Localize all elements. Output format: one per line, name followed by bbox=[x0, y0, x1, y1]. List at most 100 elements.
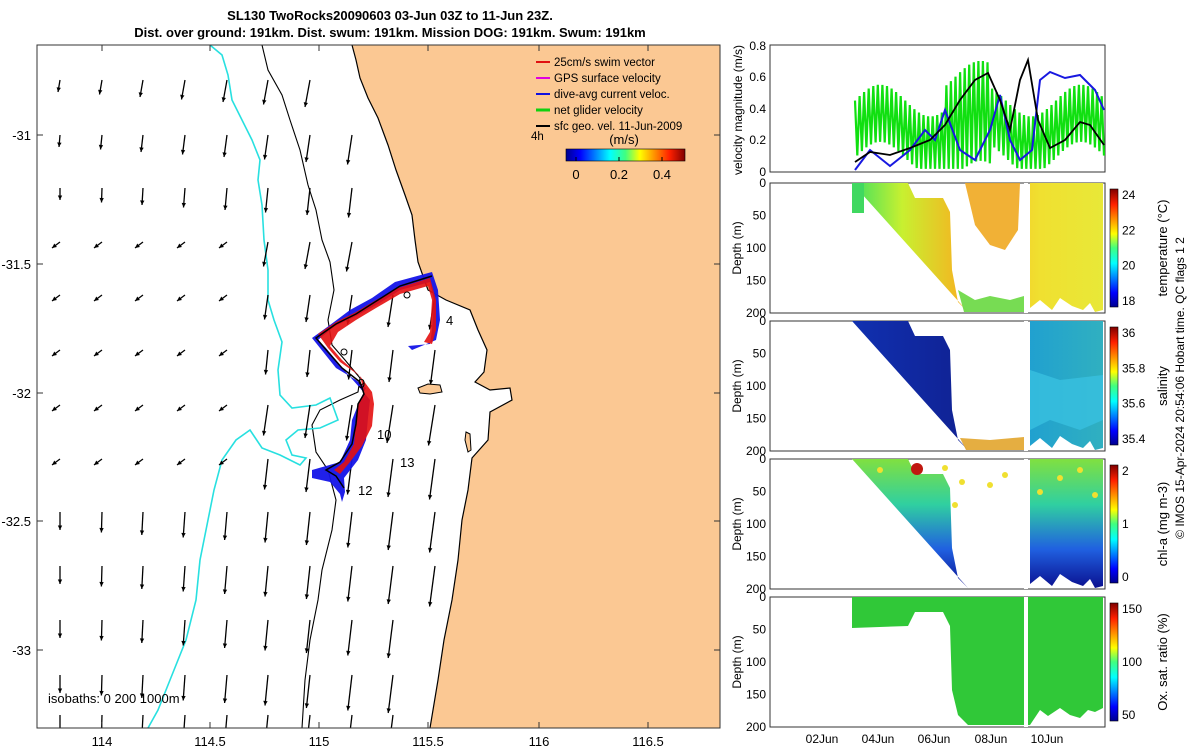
current-vector bbox=[222, 619, 228, 649]
depth-tick: 100 bbox=[746, 379, 766, 393]
current-vector bbox=[386, 674, 394, 714]
current-vector bbox=[218, 349, 228, 357]
current-vector bbox=[134, 458, 144, 466]
chla-spot bbox=[942, 465, 948, 471]
cbar-tick: 36 bbox=[1122, 326, 1136, 340]
cbar-tick: 18 bbox=[1122, 294, 1136, 308]
legend-net: net glider velocity bbox=[554, 105, 643, 117]
current-vector bbox=[346, 187, 353, 218]
temperature-colorbar bbox=[1109, 188, 1119, 308]
map-y-tick-labels: -31 -31.5 -32 -32.5 -33 bbox=[1, 128, 31, 658]
vel-y-tick: 0.8 bbox=[749, 39, 766, 53]
depth-tick: 150 bbox=[746, 274, 766, 288]
current-vector bbox=[93, 458, 103, 466]
current-vector bbox=[139, 565, 145, 590]
current-vector bbox=[263, 511, 269, 543]
map-y-tick: -33 bbox=[12, 643, 31, 658]
current-vector bbox=[386, 511, 394, 551]
glider-track bbox=[312, 272, 440, 502]
chla-hotspot bbox=[911, 463, 923, 475]
current-vector bbox=[181, 511, 186, 538]
map-title-line2: Dist. over ground: 191km. Dist. swum: 19… bbox=[134, 25, 646, 40]
current-vector bbox=[57, 566, 63, 584]
map-x-tick-labels: 114 114.5 115 115.5 116 116.5 bbox=[92, 734, 664, 749]
current-vector bbox=[262, 241, 269, 267]
depth-tick: 0 bbox=[759, 452, 766, 466]
date-tick: 10Jun bbox=[1031, 732, 1064, 746]
map-y-tick: -31.5 bbox=[1, 257, 31, 272]
temperature-deep bbox=[958, 290, 1024, 312]
day-marker-9 bbox=[340, 348, 348, 356]
velocity-ylabel: velocity magnitude (m/s) bbox=[731, 45, 745, 175]
chla-colorbar bbox=[1109, 464, 1119, 584]
current-vector bbox=[138, 79, 144, 98]
current-vector bbox=[262, 404, 269, 436]
salinity-deep-layer bbox=[960, 437, 1024, 450]
current-vector bbox=[57, 675, 63, 693]
current-vector bbox=[93, 294, 103, 302]
current-vector bbox=[139, 619, 145, 644]
cbar-tick: 35.4 bbox=[1122, 432, 1146, 446]
chla-spot bbox=[1077, 467, 1083, 473]
chla-gap bbox=[1024, 459, 1028, 589]
current-vector bbox=[134, 349, 144, 357]
current-vector bbox=[304, 619, 311, 654]
cbar-tick: 0 bbox=[1122, 570, 1129, 584]
current-vector bbox=[99, 619, 104, 641]
current-vector bbox=[222, 674, 228, 704]
current-vector bbox=[57, 512, 63, 530]
salinity-mid-layer bbox=[1030, 370, 1103, 430]
depth-tick: 200 bbox=[746, 444, 766, 458]
depth-tick: 200 bbox=[746, 582, 766, 596]
current-vector bbox=[386, 294, 394, 328]
current-vector bbox=[176, 241, 186, 249]
colorbar-ticks bbox=[575, 157, 663, 161]
oxygen-field bbox=[852, 597, 1103, 725]
depth-tick: 50 bbox=[753, 623, 767, 637]
current-vector bbox=[181, 619, 186, 646]
current-vector bbox=[346, 565, 353, 602]
depth-tick: 100 bbox=[746, 655, 766, 669]
track-label-10: 10 bbox=[377, 427, 391, 442]
oxygen-ylabel: Ox. sat. ratio (%) bbox=[1155, 613, 1170, 711]
current-vector bbox=[176, 404, 186, 412]
velocity-colorbar bbox=[565, 148, 686, 162]
current-vector bbox=[98, 134, 104, 150]
cbar-tick: 24 bbox=[1122, 188, 1136, 202]
depth-tick: 0 bbox=[759, 590, 766, 604]
current-vector bbox=[346, 134, 353, 165]
depth-tick: 0 bbox=[759, 176, 766, 190]
current-vector bbox=[428, 565, 436, 607]
current-vector bbox=[139, 134, 144, 153]
current-vector bbox=[176, 294, 186, 302]
current-vector bbox=[56, 79, 61, 93]
depth-tick: 100 bbox=[746, 241, 766, 255]
cbar-tick: 20 bbox=[1122, 259, 1136, 273]
map-y-tick: -32.5 bbox=[1, 514, 31, 529]
vel-y-tick: 0.2 bbox=[749, 133, 766, 147]
legend-gps: GPS surface velocity bbox=[554, 73, 661, 85]
current-vector bbox=[346, 349, 353, 380]
current-vector bbox=[51, 349, 61, 357]
current-vector bbox=[390, 714, 394, 728]
colorbar-tick: 0.2 bbox=[610, 167, 628, 182]
cbar-tick: 35.8 bbox=[1122, 361, 1146, 375]
current-vector bbox=[385, 404, 394, 444]
oxygen-section bbox=[852, 597, 1103, 727]
date-tick: 04Jun bbox=[862, 732, 895, 746]
chla-spot bbox=[1037, 489, 1043, 495]
current-vector bbox=[346, 511, 353, 548]
cbar-tick: 22 bbox=[1122, 223, 1136, 237]
salinity-ylabel: salinity bbox=[1155, 366, 1170, 406]
velocity-panel: 0 0.2 0.4 0.6 0.8 velocity magnitude (m/… bbox=[731, 39, 1106, 179]
current-vector bbox=[134, 241, 144, 249]
current-vector bbox=[93, 404, 103, 412]
current-vector bbox=[93, 241, 103, 249]
current-vector bbox=[99, 565, 104, 587]
depth-label: Depth (m) bbox=[730, 359, 744, 412]
temperature-ylabel: temperature (°C) bbox=[1155, 200, 1170, 297]
date-tick: 06Jun bbox=[918, 732, 951, 746]
chla-spot bbox=[877, 467, 883, 473]
chla-spot bbox=[1057, 475, 1063, 481]
